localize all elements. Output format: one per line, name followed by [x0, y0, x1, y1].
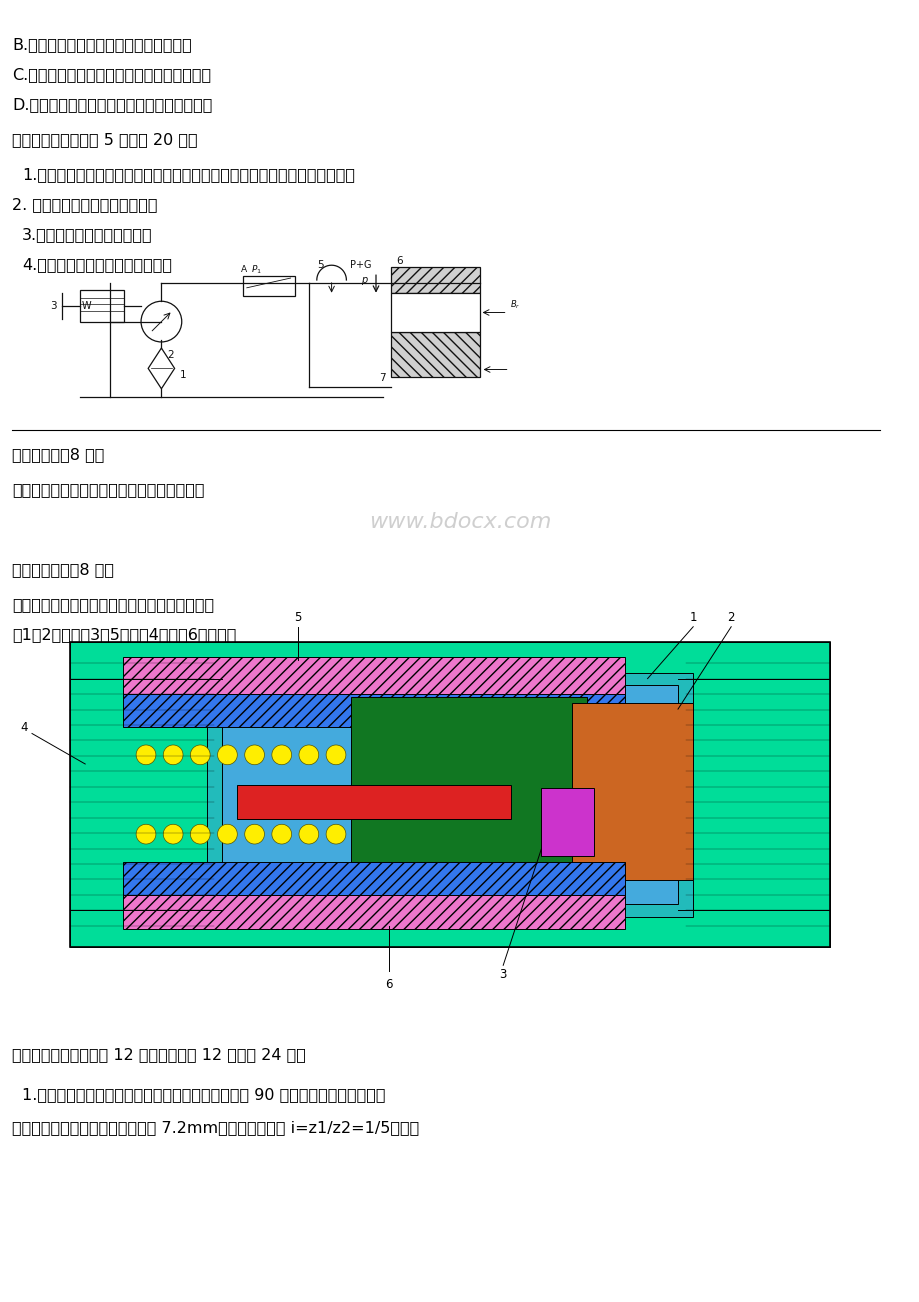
Text: D.沿刀具运动方向看，刀具位于工件轮廓左侧: D.沿刀具运动方向看，刀具位于工件轮廓左侧	[12, 98, 212, 112]
Text: C.沿工件运动方向看，刀具位于工件轮廓左侧: C.沿工件运动方向看，刀具位于工件轮廓左侧	[12, 66, 210, 82]
Text: 三、简答题（每小题 5 分，共 20 分）: 三、简答题（每小题 5 分，共 20 分）	[12, 132, 198, 147]
Bar	[70, 642, 829, 678]
Circle shape	[136, 745, 155, 764]
Text: 5: 5	[294, 611, 301, 624]
Bar	[123, 862, 624, 896]
Text: 4.简述图示静压导轨的工作原理？: 4.简述图示静压导轨的工作原理？	[22, 256, 172, 272]
Circle shape	[325, 824, 346, 844]
Bar	[237, 785, 510, 819]
Bar	[70, 910, 829, 947]
Circle shape	[163, 745, 183, 764]
Text: $P_1$: $P_1$	[251, 263, 261, 276]
Bar	[391, 332, 479, 378]
Bar	[70, 642, 829, 947]
Text: 1: 1	[179, 370, 187, 379]
Bar	[351, 697, 586, 862]
Text: 1.分别说明什么是开环伺服进给系统、半闭环伺服进给系统和闭环伺服系统？: 1.分别说明什么是开环伺服进给系统、半闭环伺服进给系统和闭环伺服系统？	[22, 167, 355, 182]
Text: （1、2圆螺母，3、5螺母，4丝杠，6螺母座）: （1、2圆螺母，3、5螺母，4丝杠，6螺母座）	[12, 628, 236, 642]
Text: 工作台作直线运动，丝杠的导程为 7.2mm，齿轮的传动比 i=z1/z2=1/5。求：: 工作台作直线运动，丝杠的导程为 7.2mm，齿轮的传动比 i=z1/z2=1/5…	[12, 1120, 419, 1135]
Bar	[391, 267, 479, 293]
Circle shape	[244, 745, 264, 764]
Circle shape	[271, 745, 291, 764]
Bar	[80, 290, 124, 322]
Text: P+G: P+G	[350, 260, 371, 271]
Text: B.沿工件运动方向看，工件位于刀具左侧: B.沿工件运动方向看，工件位于刀具左侧	[12, 36, 191, 52]
Circle shape	[190, 745, 210, 764]
Bar	[221, 685, 677, 905]
Text: p: p	[361, 275, 367, 285]
Text: 1.有一采用四相八拍驱动方式的步进电机，其转子有 90 个齿，经丝杠螺母副驱动: 1.有一采用四相八拍驱动方式的步进电机，其转子有 90 个齿，经丝杠螺母副驱动	[22, 1087, 385, 1101]
Circle shape	[299, 745, 318, 764]
Circle shape	[325, 745, 346, 764]
Text: 七、计算题（第一小题 12 分，第二小题 12 分，共 24 分）: 七、计算题（第一小题 12 分，第二小题 12 分，共 24 分）	[12, 1047, 305, 1062]
Text: $B_r$: $B_r$	[509, 298, 519, 311]
Circle shape	[136, 824, 155, 844]
Circle shape	[163, 824, 183, 844]
Text: 五、作图题（8 分）: 五、作图题（8 分）	[12, 447, 104, 462]
Bar	[207, 673, 692, 917]
Text: 4: 4	[20, 721, 28, 734]
Polygon shape	[148, 348, 175, 389]
Text: 5: 5	[316, 260, 323, 271]
Circle shape	[271, 824, 291, 844]
Bar	[123, 892, 624, 928]
Circle shape	[217, 824, 237, 844]
Bar	[243, 276, 294, 296]
Text: 6: 6	[385, 978, 392, 991]
Text: 3.举出三种刀具编码的方式？: 3.举出三种刀具编码的方式？	[22, 227, 153, 242]
Circle shape	[141, 301, 182, 342]
Text: 3: 3	[499, 969, 506, 982]
Bar	[540, 789, 594, 855]
Text: 2: 2	[727, 611, 734, 624]
Bar	[70, 658, 221, 932]
Text: 2. 数控机床对机械结构的要求？: 2. 数控机床对机械结构的要求？	[12, 197, 157, 212]
Bar	[123, 658, 624, 697]
Text: 3: 3	[51, 301, 57, 311]
Text: 分析图示滚珠丝杠螺母副预紧机构的工作原理。: 分析图示滚珠丝杠螺母副预紧机构的工作原理。	[12, 598, 214, 612]
Bar	[123, 694, 624, 728]
Circle shape	[299, 824, 318, 844]
Text: 六、结构分析（8 分）: 六、结构分析（8 分）	[12, 562, 114, 577]
Text: 作出图示数控机床编程坐标系坐标轴的方向。: 作出图示数控机床编程坐标系坐标轴的方向。	[12, 482, 204, 497]
Text: 6: 6	[395, 256, 402, 267]
Text: 2: 2	[167, 350, 174, 361]
Circle shape	[217, 745, 237, 764]
Circle shape	[244, 824, 264, 844]
Text: 1: 1	[688, 611, 697, 624]
Bar	[571, 703, 692, 880]
Text: www.bdocx.com: www.bdocx.com	[369, 512, 550, 533]
Text: W: W	[82, 301, 92, 311]
Bar	[391, 293, 479, 332]
Text: A: A	[241, 266, 246, 275]
Circle shape	[190, 824, 210, 844]
Text: 7: 7	[379, 374, 385, 383]
Bar	[677, 658, 829, 932]
